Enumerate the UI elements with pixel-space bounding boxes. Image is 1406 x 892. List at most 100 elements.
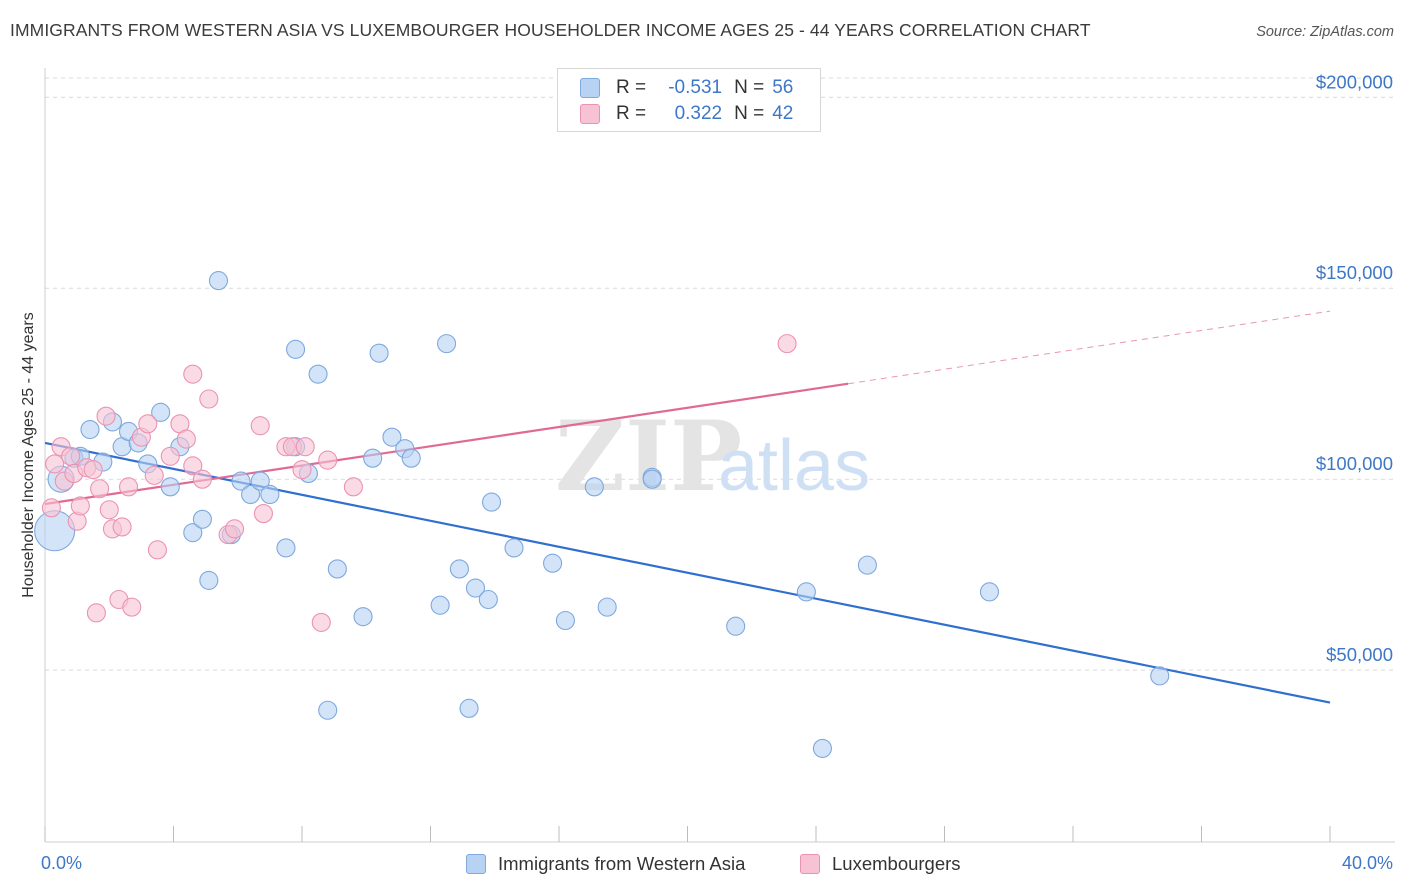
legend-n-label: N = — [734, 77, 765, 98]
point-luxembourger — [45, 454, 65, 474]
point-western-asia — [318, 700, 338, 720]
point-western-asia — [597, 597, 617, 617]
y-tick-label: $200,000 — [1316, 71, 1393, 92]
point-western-asia — [584, 477, 604, 497]
point-western-asia — [241, 484, 261, 505]
point-western-asia — [979, 582, 1000, 602]
point-luxembourger — [147, 540, 167, 560]
point-luxembourger — [192, 469, 212, 489]
point-luxembourger — [96, 406, 116, 426]
point-western-asia — [796, 582, 816, 602]
point-luxembourger — [311, 612, 331, 632]
y-tick-label: $150,000 — [1316, 262, 1393, 283]
point-western-asia — [199, 570, 219, 590]
y-axis-label: Householder Income Ages 25 - 44 years — [20, 312, 37, 598]
point-western-asia — [208, 271, 229, 291]
point-luxembourger — [90, 479, 110, 499]
point-western-asia — [151, 402, 171, 422]
series-name-pink: Luxembourgers — [832, 853, 961, 874]
gridlines — [45, 77, 1395, 671]
point-luxembourger — [138, 414, 158, 434]
point-western-asia — [276, 538, 296, 558]
point-western-asia — [812, 738, 832, 758]
point-luxembourger — [118, 477, 139, 497]
point-luxembourger — [86, 603, 106, 623]
point-western-asia — [430, 595, 450, 615]
legend-n-value: 56 — [772, 77, 794, 98]
point-western-asia — [260, 484, 280, 505]
legend-n-label: N = — [734, 103, 765, 124]
legend-swatch-pink — [580, 104, 600, 124]
point-luxembourger — [224, 519, 245, 539]
point-western-asia — [857, 555, 877, 575]
point-luxembourger — [70, 496, 90, 516]
point-western-asia — [231, 471, 251, 491]
point-western-asia — [80, 419, 100, 440]
series-swatch-blue — [466, 854, 486, 874]
point-western-asia — [308, 364, 328, 384]
legend-r-value: -0.531 — [668, 77, 723, 98]
legend-row-blue: R = -0.531 N = 56 — [580, 76, 793, 100]
point-luxembourger — [777, 334, 797, 354]
legend-n-value: 42 — [772, 103, 794, 124]
series-name-blue: Immigrants from Western Asia — [498, 853, 746, 874]
point-western-asia — [449, 559, 469, 579]
point-luxembourger — [292, 460, 312, 480]
point-western-asia — [363, 448, 383, 468]
point-luxembourger — [295, 437, 315, 457]
point-western-asia — [369, 343, 389, 363]
series-legend-blue: Immigrants from Western Asia — [466, 852, 745, 876]
point-luxembourger — [183, 456, 203, 476]
point-luxembourger — [160, 446, 180, 466]
point-luxembourger — [250, 416, 270, 436]
point-western-asia — [1150, 666, 1170, 686]
x-tick-label: 0.0% — [41, 853, 82, 873]
point-western-asia — [555, 610, 575, 631]
point-luxembourger — [144, 465, 164, 485]
trend-line-luxembourger-extension — [848, 310, 1331, 385]
watermark-zip: ZIP — [555, 400, 742, 513]
x-tick-label: 40.0% — [1342, 853, 1393, 873]
point-western-asia — [543, 553, 563, 573]
point-luxembourger — [318, 450, 338, 470]
point-western-asia — [160, 477, 180, 497]
point-luxembourger — [176, 429, 196, 449]
point-western-asia — [192, 509, 212, 529]
point-luxembourger — [183, 364, 203, 384]
legend-row-pink: R = 0.322 N = 42 — [580, 102, 793, 126]
legend-swatch-blue — [580, 78, 600, 98]
correlation-legend: R = -0.531 N = 56 R = 0.322 N = 42 — [557, 68, 821, 132]
point-western-asia — [478, 589, 498, 610]
point-western-asia — [382, 427, 402, 447]
point-luxembourger — [343, 477, 363, 497]
chart-title: IMMIGRANTS FROM WESTERN ASIA VS LUXEMBOU… — [10, 20, 1091, 40]
point-western-asia — [642, 469, 662, 489]
point-luxembourger — [99, 500, 119, 520]
point-western-asia — [437, 334, 457, 354]
watermark-atlas: atlas — [718, 426, 870, 506]
point-luxembourger — [83, 460, 103, 480]
point-western-asia — [504, 538, 524, 558]
point-luxembourger — [112, 517, 132, 537]
point-western-asia — [353, 607, 373, 627]
point-luxembourger — [199, 389, 219, 409]
point-western-asia — [726, 616, 746, 636]
source-label: Source: ZipAtlas.com — [1256, 24, 1394, 40]
point-western-asia — [481, 492, 502, 512]
point-western-asia — [465, 578, 486, 598]
tick-labels: $50,000 $100,000 $150,000 $200,000 0.0% 40.0% — [41, 71, 1393, 873]
point-western-asia — [183, 523, 203, 543]
point-western-asia — [459, 698, 479, 718]
point-western-asia — [250, 471, 270, 491]
point-western-asia — [327, 559, 347, 579]
data-points — [34, 271, 1170, 758]
series-swatch-pink — [800, 854, 820, 874]
series-legend-pink: Luxembourgers — [800, 852, 961, 876]
point-luxembourger — [41, 498, 61, 518]
point-luxembourger — [61, 446, 81, 466]
axes — [44, 68, 1395, 843]
point-western-asia — [401, 448, 421, 468]
y-tick-label: $50,000 — [1326, 644, 1393, 665]
point-western-asia — [286, 339, 306, 359]
